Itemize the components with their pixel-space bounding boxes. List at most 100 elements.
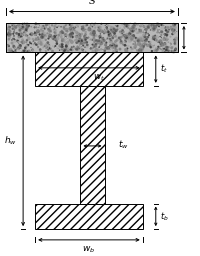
Point: [37, 25, 40, 29]
Point: [69, 35, 72, 39]
Point: [62, 35, 66, 39]
Point: [158, 36, 162, 40]
Point: [132, 34, 135, 38]
Point: [113, 49, 116, 53]
Point: [131, 34, 134, 38]
Point: [117, 36, 120, 40]
Point: [28, 40, 31, 44]
Point: [58, 44, 61, 48]
Point: [127, 32, 131, 36]
Point: [142, 38, 145, 42]
Point: [51, 45, 54, 49]
Point: [147, 40, 150, 44]
Point: [98, 32, 101, 36]
Point: [68, 34, 71, 38]
Point: [65, 22, 68, 26]
Point: [90, 42, 94, 47]
Point: [111, 42, 114, 46]
Point: [109, 47, 112, 51]
Point: [174, 37, 177, 41]
Point: [44, 34, 47, 38]
Point: [99, 29, 102, 33]
Point: [110, 29, 113, 33]
Point: [19, 44, 22, 48]
Point: [136, 39, 139, 44]
Point: [123, 34, 126, 38]
Point: [55, 40, 58, 44]
Point: [47, 28, 51, 32]
Point: [158, 42, 162, 46]
Point: [66, 40, 69, 44]
Point: [99, 29, 102, 33]
Point: [155, 23, 159, 27]
Point: [51, 44, 54, 48]
Point: [73, 46, 76, 50]
Point: [63, 47, 66, 51]
Point: [147, 23, 150, 27]
Point: [164, 45, 168, 49]
Point: [106, 44, 110, 48]
Point: [169, 26, 173, 30]
Point: [21, 25, 24, 29]
Point: [22, 40, 25, 44]
Point: [63, 40, 66, 44]
Bar: [35, 204, 142, 229]
Point: [149, 49, 152, 53]
Point: [92, 42, 95, 47]
Point: [61, 31, 64, 35]
Point: [59, 45, 62, 49]
Point: [122, 33, 125, 37]
Point: [69, 28, 72, 32]
Point: [68, 26, 71, 30]
Point: [64, 43, 67, 47]
Point: [172, 47, 175, 51]
Point: [97, 45, 100, 49]
Point: [67, 31, 70, 35]
Point: [141, 47, 144, 51]
Point: [78, 49, 82, 53]
Point: [34, 22, 37, 26]
Point: [172, 25, 176, 29]
Point: [6, 43, 9, 47]
Point: [164, 28, 167, 32]
Point: [152, 36, 155, 40]
Point: [11, 23, 14, 27]
Point: [81, 26, 84, 30]
Point: [60, 45, 64, 49]
Point: [21, 38, 24, 42]
Point: [155, 47, 159, 51]
Point: [142, 35, 145, 39]
Point: [165, 45, 168, 49]
Point: [75, 23, 79, 27]
Point: [71, 27, 74, 31]
Point: [130, 25, 134, 29]
Point: [159, 23, 162, 27]
Point: [15, 24, 18, 28]
Point: [68, 23, 71, 27]
Point: [35, 42, 38, 46]
Point: [60, 39, 64, 43]
Point: [104, 30, 107, 34]
Point: [156, 28, 159, 33]
Point: [118, 38, 121, 42]
Point: [118, 49, 122, 54]
Point: [89, 28, 92, 32]
Point: [84, 33, 87, 37]
Point: [10, 45, 13, 49]
Point: [8, 47, 11, 51]
Point: [70, 48, 73, 52]
Point: [24, 47, 27, 51]
Point: [122, 25, 125, 29]
Point: [121, 34, 124, 38]
Point: [91, 33, 95, 37]
Point: [97, 28, 100, 32]
Point: [106, 43, 109, 47]
Point: [80, 45, 83, 49]
Point: [12, 49, 15, 54]
Point: [152, 36, 155, 40]
Point: [20, 40, 23, 44]
Point: [127, 39, 131, 43]
Point: [109, 47, 112, 51]
Point: [71, 48, 74, 52]
Point: [35, 43, 38, 47]
